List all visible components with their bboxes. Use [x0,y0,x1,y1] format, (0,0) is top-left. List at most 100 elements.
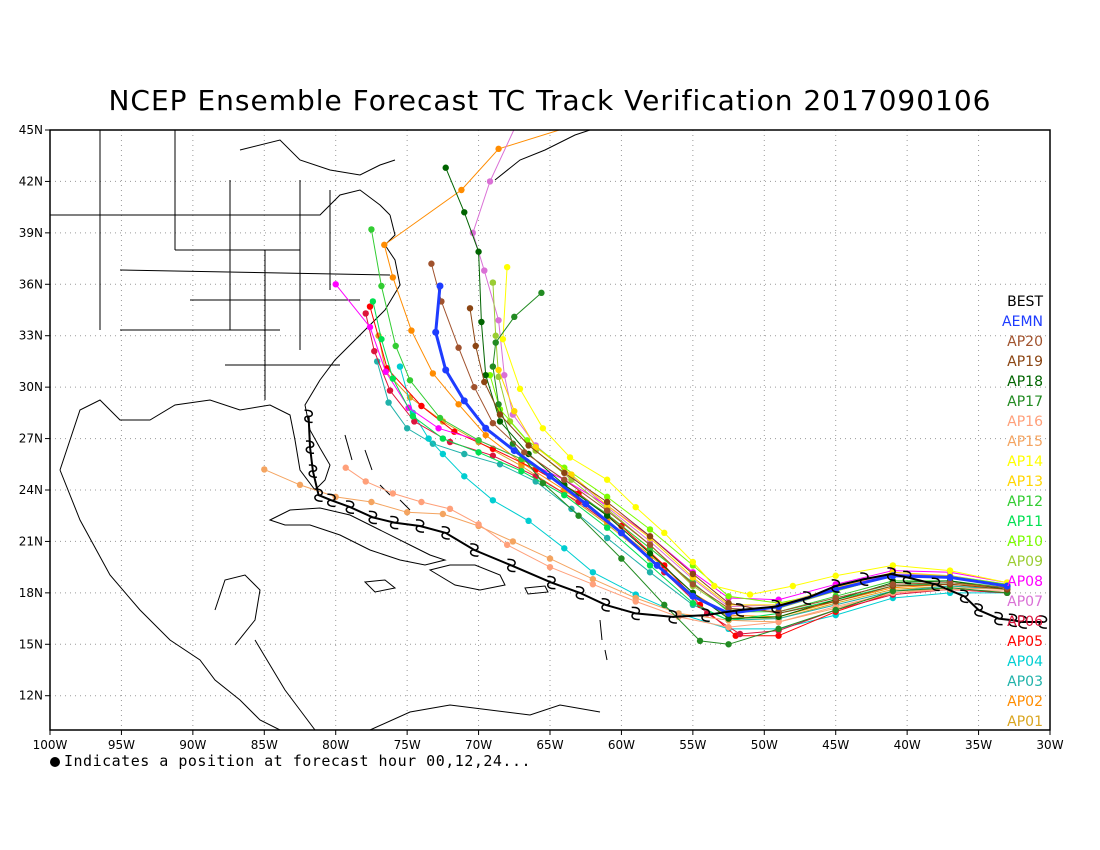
y-tick-label: 45N [19,123,43,137]
track-point [406,377,414,384]
track-point [525,517,532,525]
track-line [445,167,1008,620]
hurricane-symbol-icon [507,558,516,573]
track-point [492,339,499,346]
legend-item-ap15: AP15 [1007,434,1043,450]
y-tick-label: 42N [19,174,43,188]
x-tick-label: 60W [608,738,635,752]
track-point [832,572,839,579]
track-point [296,481,304,489]
track-point [503,541,511,549]
track-point [475,437,482,444]
legend-item-ap17: AP17 [1007,394,1043,410]
track-point [603,534,611,542]
track-point [696,637,704,645]
track-point [461,473,468,480]
legend-item-ap13: AP13 [1007,474,1043,490]
hurricane-symbol-icon [887,567,896,581]
track-point [435,425,442,432]
x-tick-label: 85W [251,738,278,752]
track-point [546,472,554,480]
track-point [472,342,479,350]
legend-item-ap03: AP03 [1007,674,1043,690]
track-point [653,561,661,569]
track-point [618,555,625,562]
track-ap09 [489,279,1011,614]
track-point [575,512,582,519]
track-point [425,435,432,442]
coastlines [50,130,608,730]
track-point [539,479,547,487]
track-point [546,563,554,571]
track-best [304,409,1048,629]
track-point [471,383,478,391]
track-point [366,303,374,310]
legend-item-ap14: AP14 [1007,454,1043,470]
track-point [475,449,482,456]
legend-item-ap06: AP06 [1007,614,1043,630]
track-ap02 [381,130,1011,621]
track-point [889,581,897,588]
track-point [521,449,528,456]
track-point [489,497,497,504]
track-point [378,282,385,290]
track-point [661,601,668,609]
mexico [59,469,281,730]
track-point [411,418,418,425]
track-point [689,581,697,588]
yucatan [214,574,261,646]
track-point [689,558,697,566]
nova-scotia [494,130,591,181]
best-track-line [307,416,1043,623]
x-tick-label: 30W [1036,738,1063,752]
track-point [332,281,339,288]
hurricane-symbol-icon [305,440,315,454]
y-tick-label: 30N [19,380,43,394]
hurricane-symbol-icon [327,493,336,508]
track-point [466,305,474,312]
track-point [495,366,502,374]
track-point [362,478,369,485]
y-tick-label: 21N [19,534,43,548]
legend-item-ap11: AP11 [1007,514,1043,530]
track-point [461,209,468,216]
state-lines [99,130,391,400]
track-point [389,375,397,382]
legend-item-ap05: AP05 [1007,634,1043,650]
hurricane-symbol-icon [994,611,1003,626]
track-point [736,630,744,638]
hurricane-symbol-icon [441,526,451,540]
track-aemn [432,282,1011,617]
track-point [575,490,582,497]
track-point [489,363,497,370]
x-tick-label: 45W [822,738,849,752]
track-point [371,347,378,355]
track-point [832,606,839,614]
x-tick-label: 65W [536,738,563,752]
track-point [461,450,468,458]
track-point [725,599,732,607]
track-point [711,582,718,590]
central-america [254,639,316,730]
track-point [455,401,462,408]
x-tick-label: 40W [894,738,921,752]
hurricane-symbol-icon [701,608,711,622]
track-ap19 [466,305,1011,617]
track-point [389,490,397,497]
footnote-text: Indicates a position at forecast hour 00… [64,752,532,770]
track-point [429,370,437,377]
track-point [589,575,597,583]
track-point [725,605,732,612]
track-point [946,573,954,581]
chart-title: NCEP Ensemble Forecast TC Track Verifica… [108,84,992,117]
y-tick-label: 33N [19,329,43,343]
track-point [725,641,732,648]
y-tick-label: 15N [19,637,43,651]
bahamas [344,434,411,511]
track-point [403,425,411,432]
track-point [632,598,639,605]
track-point [369,298,377,305]
hurricane-symbol-icon [802,591,812,605]
track-point [603,524,611,531]
hurricane-symbol-icon [308,464,318,478]
